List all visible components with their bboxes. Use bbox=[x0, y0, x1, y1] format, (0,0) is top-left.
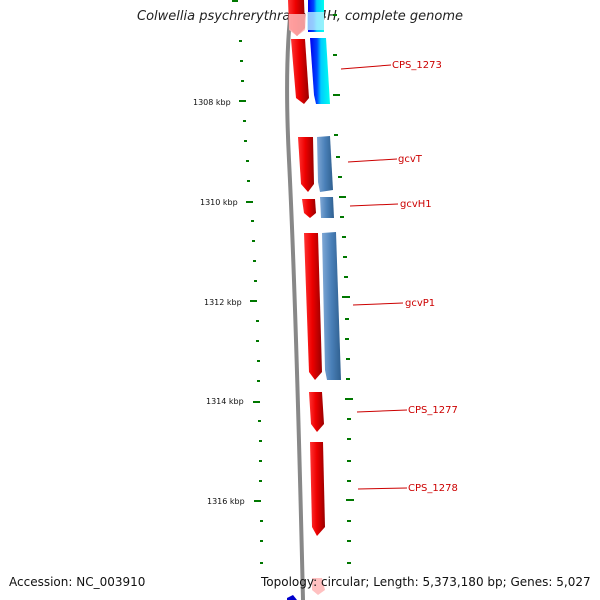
scale-label-1316: 1316 kbp bbox=[207, 497, 245, 506]
gene-arrow-gcvP1-blue bbox=[322, 232, 341, 380]
gene-arrow-CPS_1273-red bbox=[291, 39, 309, 104]
gene-label-CPS_1278: CPS_1278 bbox=[408, 483, 458, 494]
scale-label-1310: 1310 kbp bbox=[200, 198, 238, 207]
gene-arrow-top-lightcyan bbox=[307, 12, 324, 30]
scale-ticks-left bbox=[232, 0, 263, 564]
gene-label-CPS_1273: CPS_1273 bbox=[392, 60, 442, 71]
gene-arrow-bottom-pink bbox=[312, 578, 325, 595]
genome-backbone bbox=[285, 0, 305, 600]
scale-ticks-right bbox=[333, 14, 354, 564]
scale-label-1308: 1308 kbp bbox=[193, 98, 231, 107]
gene-arrow-gcvP1-red bbox=[304, 233, 322, 380]
gene-arrow-gcvT-red bbox=[298, 137, 314, 192]
gene-arrow-top-pink bbox=[289, 14, 306, 36]
gene-arrow-bottom-blue bbox=[287, 595, 297, 600]
gene-label-gcvP1: gcvP1 bbox=[405, 298, 435, 309]
gene-arrow-gcvH1-red bbox=[302, 199, 316, 218]
gene-arrow-CPS_1278-red bbox=[310, 442, 325, 536]
gene-label-gcvT: gcvT bbox=[398, 154, 423, 165]
gene-label-gcvH1: gcvH1 bbox=[400, 199, 432, 210]
gene-arrow-gcvT-blue bbox=[317, 136, 333, 192]
scale-label-1312: 1312 kbp bbox=[204, 298, 242, 307]
gene-arrow-gcvH1-blue bbox=[320, 197, 334, 218]
gene-label-CPS_1277: CPS_1277 bbox=[408, 405, 458, 416]
topology-text: Topology: circular; Length: 5,373,180 bp… bbox=[261, 575, 591, 589]
label-leaders bbox=[340, 64, 408, 490]
gene-arrow-CPS_1273-cyan bbox=[310, 38, 330, 104]
gene-arrow-CPS_1277-red bbox=[309, 392, 324, 432]
scale-label-1314: 1314 kbp bbox=[206, 397, 244, 406]
accession-text: Accession: NC_003910 bbox=[9, 575, 146, 589]
